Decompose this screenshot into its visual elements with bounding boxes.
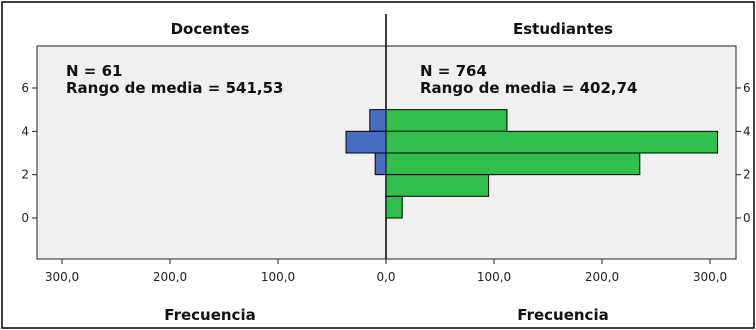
x-tick-label-right: 300,0 [693,270,727,284]
bar-estudiantes-3 [385,152,641,176]
annotation-docentes-rango: Rango de media = 541,53 [66,79,283,97]
x-tick-label-left: 0,0 [376,270,395,284]
x-tick-label-left: 200,0 [153,270,187,284]
y-tick-label-left: 0 [21,211,29,225]
x-tick-label-right: 100,0 [477,270,511,284]
bar-estudiantes-4 [385,130,719,154]
bar-estudiantes-2 [385,174,490,197]
x-axis: 400,0300,0200,0100,00,0100,0200,0300,040… [45,259,727,284]
y-tick-label-right: 2 [743,168,751,182]
bar-estudiantes-1 [385,195,403,219]
y-tick-label-right: 4 [743,124,751,138]
y-axis-left: 6 4 2 0 [21,81,37,225]
annotation-estudiantes-rango: Rango de media = 402,74 [420,79,637,97]
y-axis-right: 6 4 2 0 [736,81,751,225]
y-tick-label-left: 6 [21,81,29,95]
bar-docentes-5 [369,109,387,132]
y-tick-label-right: 6 [743,81,751,95]
bar-docentes-4 [345,130,387,154]
docentes-bars [345,109,387,176]
y-tick-label-left: 2 [21,168,29,182]
panel-title-docentes: Docentes [171,20,250,38]
x-tick-label-right: 200,0 [585,270,619,284]
annotation-docentes-n: N = 61 [66,62,122,80]
y-tick-label-right: 0 [743,211,751,225]
estudiantes-bars [385,109,719,219]
y-tick-label-left: 4 [21,124,29,138]
annotation-estudiantes-n: N = 764 [420,62,487,80]
x-tick-label-left: 300,0 [45,270,79,284]
x-axis-title-left: Frecuencia [164,306,255,324]
x-axis-title-right: Frecuencia [517,306,608,324]
bar-estudiantes-5 [385,109,508,132]
bar-docentes-3 [374,152,387,176]
panel-title-estudiantes: Estudiantes [513,20,613,38]
x-tick-label-left: 100,0 [261,270,295,284]
